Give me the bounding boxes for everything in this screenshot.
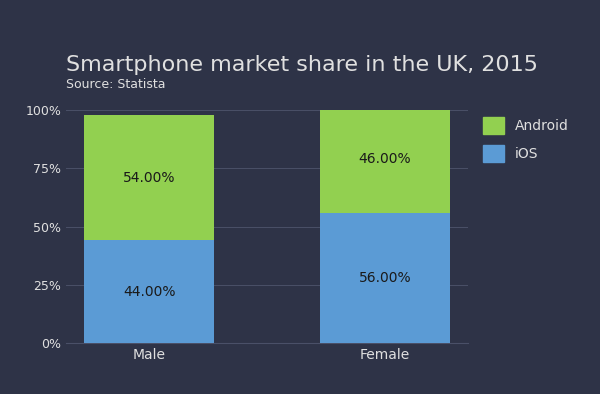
Text: Source: Statista: Source: Statista [66,78,166,91]
Text: 46.00%: 46.00% [359,152,411,166]
Text: 56.00%: 56.00% [359,271,411,285]
Text: 44.00%: 44.00% [123,284,175,299]
Bar [84,115,214,240]
Text: Smartphone market share in the UK, 2015: Smartphone market share in the UK, 2015 [66,56,538,75]
Text: 54.00%: 54.00% [123,171,175,185]
Bar [320,106,450,213]
Bar [320,213,450,343]
Bar [84,240,214,343]
Legend: Android, iOS: Android, iOS [483,117,569,162]
